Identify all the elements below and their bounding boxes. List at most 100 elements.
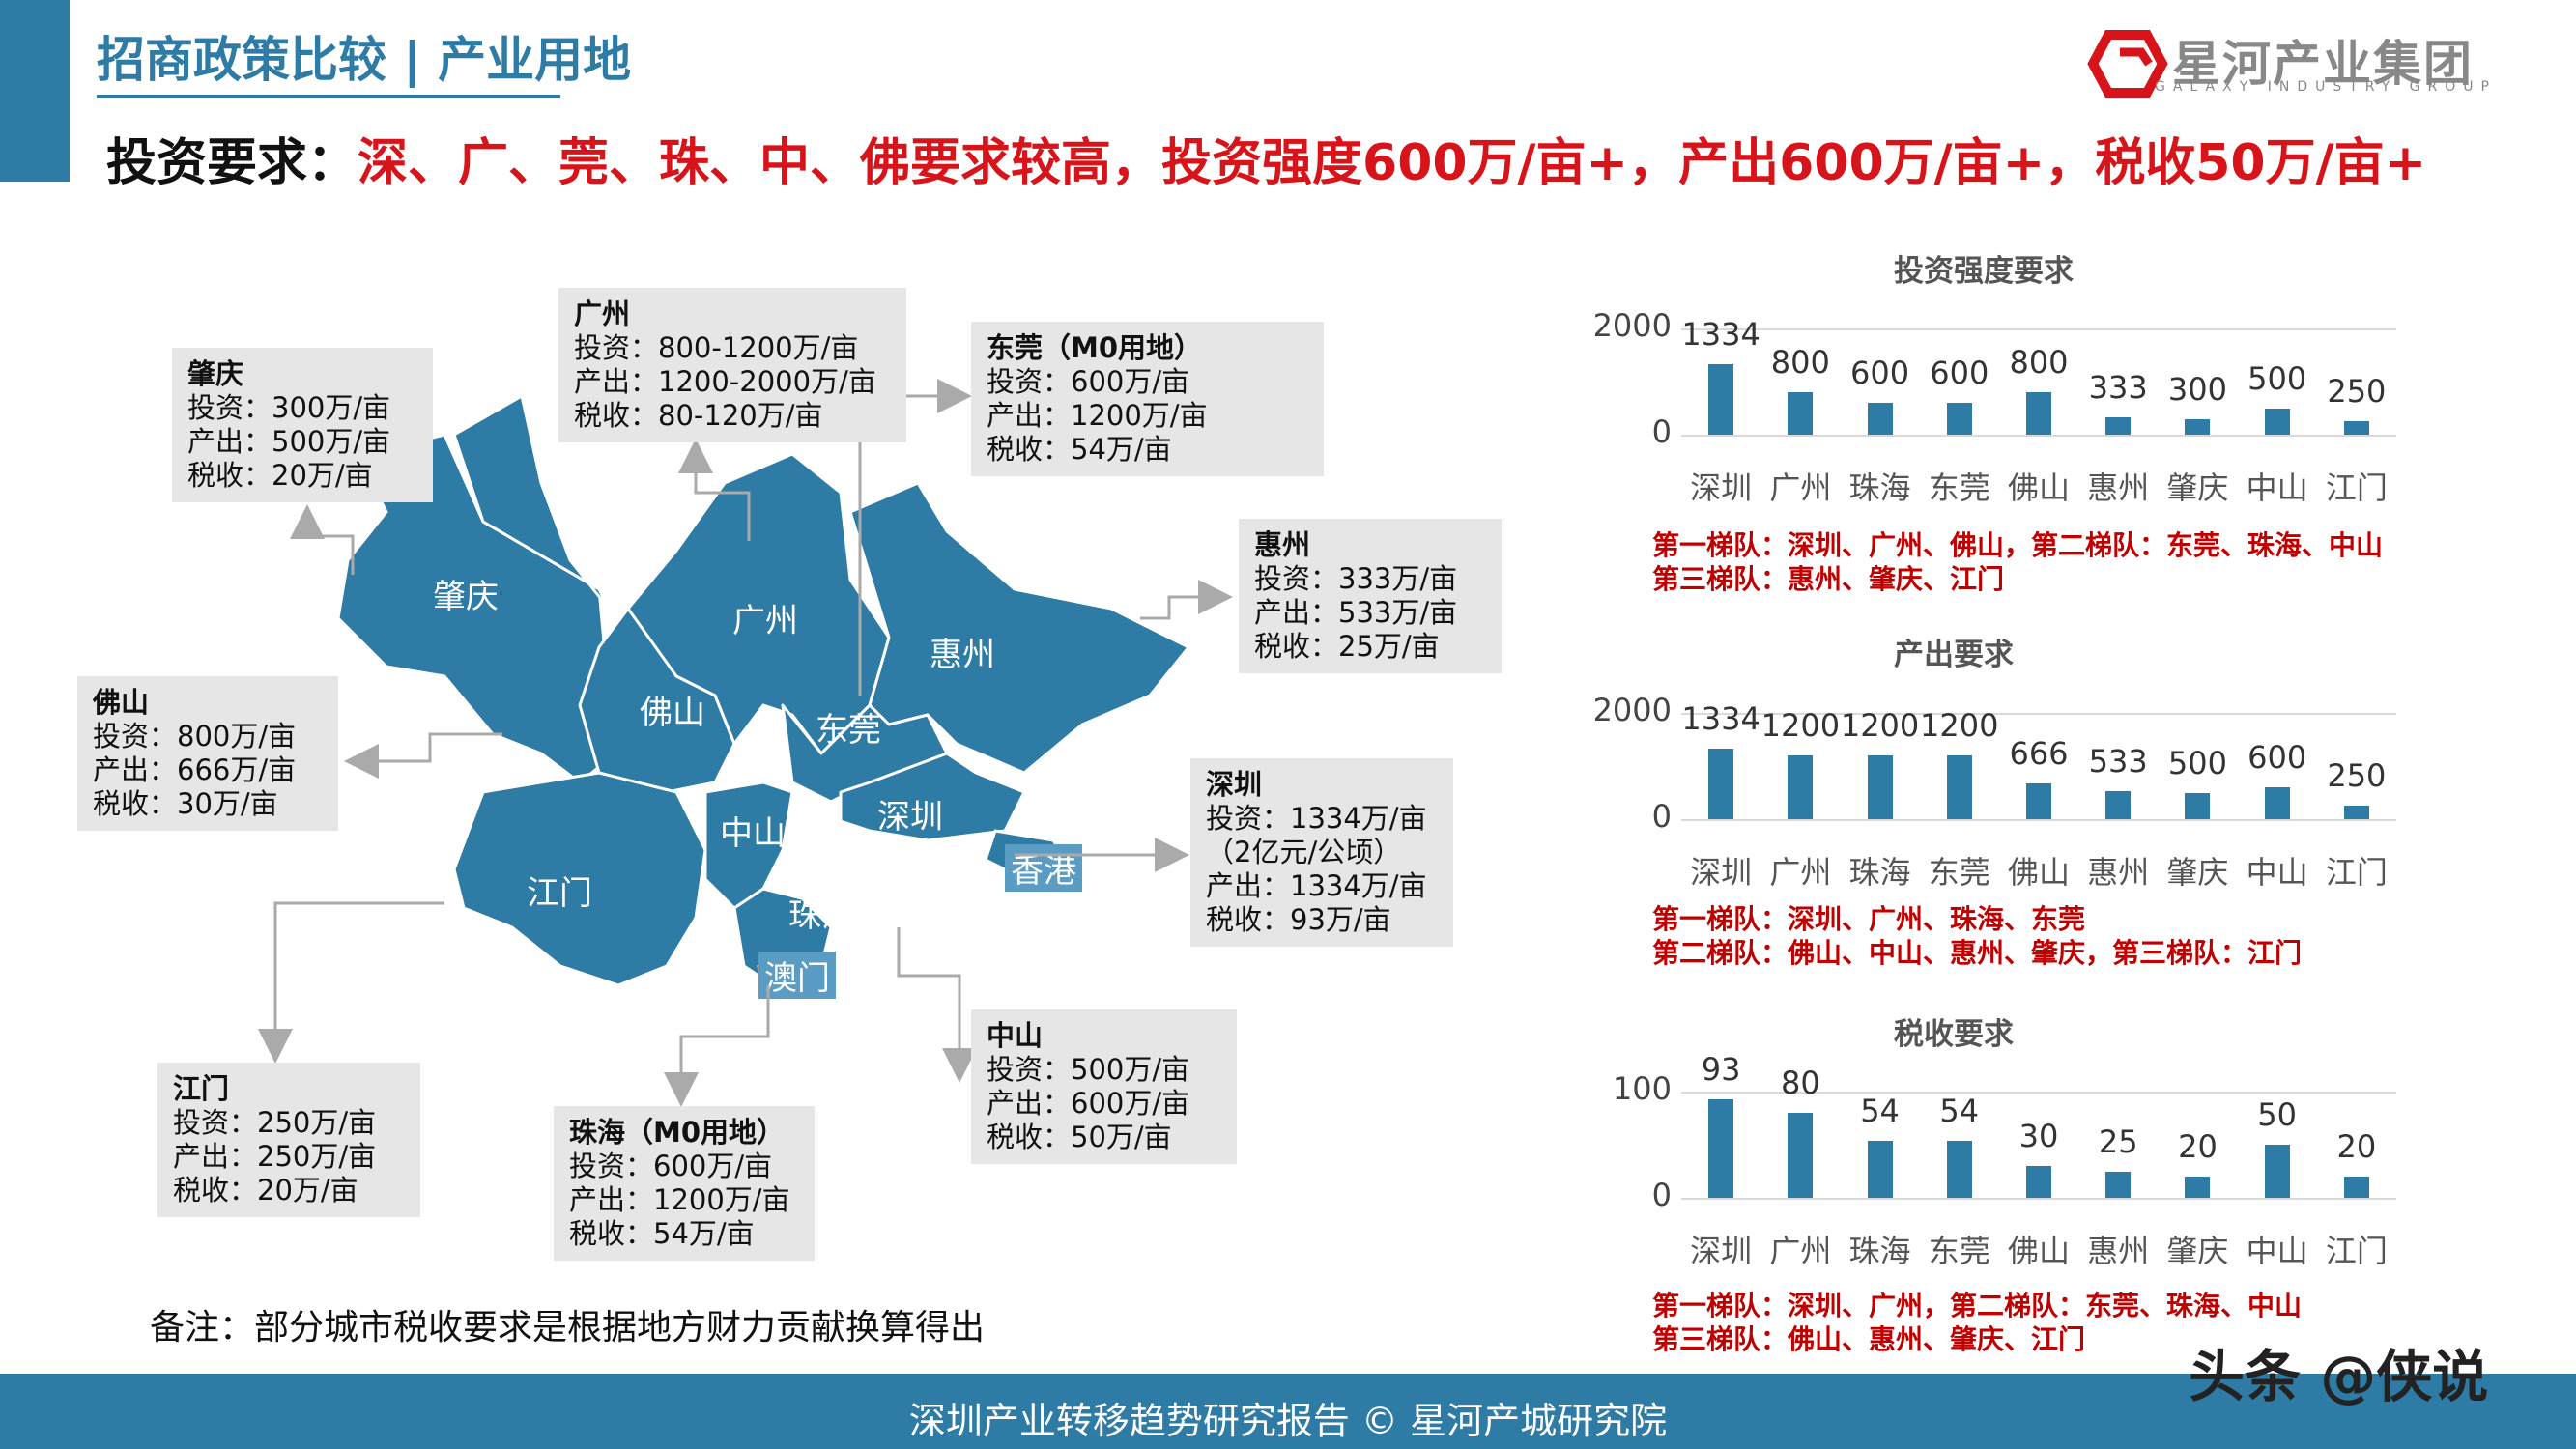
x-tick-label: 肇庆 <box>2166 469 2229 506</box>
info-box-zhaoqing: 肇庆 投资：300万/亩 产出：500万/亩 税收：20万/亩 <box>172 348 433 502</box>
info-city: 中山 <box>987 1019 1044 1052</box>
data-label: 80 <box>1780 1065 1820 1101</box>
chart-title: 税收要求 <box>1894 1017 2014 1052</box>
chart-title: 产出要求 <box>1894 638 2014 672</box>
x-tick-label: 广州 <box>1769 469 1832 506</box>
bar <box>2185 1177 2211 1198</box>
header-accent-bar <box>0 0 70 182</box>
bar <box>1708 363 1734 435</box>
y-tick-label: 0 <box>1651 798 1672 835</box>
info-output: 产出：600万/亩 <box>987 1087 1190 1120</box>
x-tick-label: 东莞 <box>1928 469 1990 506</box>
data-label: 54 <box>1939 1092 1980 1129</box>
data-label: 600 <box>2247 739 2307 776</box>
x-tick-label: 江门 <box>2325 854 2388 891</box>
info-city: 佛山 <box>93 686 150 719</box>
data-label: 600 <box>1930 355 1989 391</box>
bar <box>1788 755 1814 819</box>
data-label: 333 <box>2088 368 2148 406</box>
data-label: 600 <box>1850 355 1910 391</box>
prd-map <box>336 394 1190 997</box>
info-investment: 投资：300万/亩 <box>187 391 391 424</box>
info-box-huizhou: 惠州 投资：333万/亩 产出：533万/亩 税收：25万/亩 <box>1239 519 1502 673</box>
data-label: 533 <box>2088 742 2148 780</box>
map-label-macau: 澳门 <box>758 952 836 999</box>
info-box-zhuhai: 珠海（M0用地） 投资：600万/亩 产出：1200万/亩 税收：54万/亩 <box>554 1106 815 1261</box>
x-tick-label: 珠海 <box>1848 469 1911 506</box>
bar <box>1867 403 1893 435</box>
watermark: 头条 @侠说 <box>2189 1344 2489 1409</box>
data-label: 20 <box>2178 1128 2218 1165</box>
info-city: 肇庆 <box>187 357 244 390</box>
map-region-zhaoqing-west <box>452 394 611 611</box>
bar <box>1788 392 1814 435</box>
info-tax: 税收：25万/亩 <box>1254 630 1440 663</box>
bar <box>1946 755 1972 819</box>
chart-title: 投资强度要求 <box>1894 254 2074 289</box>
x-tick-label: 珠海 <box>1848 854 1911 891</box>
info-investment: 投资：800万/亩 <box>93 720 297 753</box>
x-tick-label: 肇庆 <box>2166 854 2229 891</box>
info-investment: 投资：600万/亩 <box>569 1150 773 1182</box>
x-tick-label: 东莞 <box>1928 1233 1990 1269</box>
headline: 投资要求：深、广、莞、珠、中、佛要求较高，投资强度600万/亩+，产出600万/… <box>106 122 2426 194</box>
data-label: 500 <box>2167 744 2227 781</box>
footer-bar <box>0 1374 2576 1449</box>
headline-lead: 投资要求： <box>106 134 358 192</box>
logo-name: 星河产业集团 <box>2172 36 2474 92</box>
info-tax: 税收：54万/亩 <box>569 1217 755 1250</box>
x-tick-label: 佛山 <box>2007 469 2070 506</box>
x-tick-label: 中山 <box>2246 1233 2308 1269</box>
data-label: 1200 <box>1920 707 1999 744</box>
data-label: 1200 <box>1760 707 1841 744</box>
tier-note: 第一梯队：深圳、广州，第二梯队：东莞、珠海、中山 <box>1652 1290 2303 1321</box>
data-label: 800 <box>2009 344 2069 381</box>
info-city: 惠州 <box>1254 528 1311 561</box>
bar <box>2264 787 2290 819</box>
bar <box>1788 1113 1814 1198</box>
bar <box>2026 392 2051 435</box>
info-box-guangzhou: 广州 投资：800-1200万/亩 产出：1200-2000万/亩 税收：80-… <box>558 288 906 442</box>
map-label-foshan: 佛山 <box>640 694 705 732</box>
info-output: 产出：1200万/亩 <box>987 399 1208 432</box>
info-tax: 税收：20万/亩 <box>187 459 373 492</box>
gridline <box>1681 713 2396 715</box>
map-label-zhongshan: 中山 <box>720 814 786 853</box>
gridline <box>1681 328 2396 330</box>
data-label: 250 <box>2327 757 2387 795</box>
data-label: 1334 <box>1681 699 1760 737</box>
x-tick-label: 惠州 <box>2087 469 2150 506</box>
tier-note: 第三梯队：惠州、肇庆、江门 <box>1652 563 2005 595</box>
bar <box>1946 1140 1972 1198</box>
map-label-guangzhou: 广州 <box>732 602 798 640</box>
bar <box>1867 755 1893 819</box>
info-tax: 税收：93万/亩 <box>1206 903 1391 936</box>
x-tick-label: 惠州 <box>2087 854 2150 891</box>
gridline <box>1681 1198 2396 1200</box>
info-investment: 投资：1334万/亩 <box>1206 802 1427 835</box>
title-underline <box>97 95 560 98</box>
map-label-dongguan: 东莞 <box>816 711 881 750</box>
info-output: 产出：1200-2000万/亩 <box>574 365 876 398</box>
data-label: 250 <box>2327 373 2387 411</box>
map-label-huizhou: 惠州 <box>930 636 995 674</box>
bar <box>2185 418 2211 435</box>
footnote: 备注：部分城市税收要求是根据地方财力贡献换算得出 <box>150 1308 986 1348</box>
data-label: 50 <box>2257 1096 2298 1133</box>
x-tick-label: 广州 <box>1769 854 1832 891</box>
info-output: 产出：1200万/亩 <box>569 1183 790 1216</box>
info-city: 广州 <box>574 298 631 330</box>
y-tick-label: 0 <box>1651 413 1672 450</box>
info-output: 产出：1334万/亩 <box>1206 869 1427 902</box>
data-label: 30 <box>2018 1118 2059 1154</box>
bar <box>2026 783 2051 819</box>
info-investment: 投资：250万/亩 <box>173 1106 377 1139</box>
data-label: 93 <box>1701 1050 1741 1088</box>
info-city: 珠海（M0用地） <box>569 1116 786 1149</box>
map-region-zhongshan <box>703 781 794 910</box>
info-investment-hectare: （2亿元/公顷） <box>1206 836 1402 868</box>
galaxy-logo-icon <box>2087 30 2168 98</box>
bar <box>2264 1145 2290 1198</box>
data-label: 666 <box>2009 735 2069 773</box>
info-output: 产出：666万/亩 <box>93 753 297 786</box>
